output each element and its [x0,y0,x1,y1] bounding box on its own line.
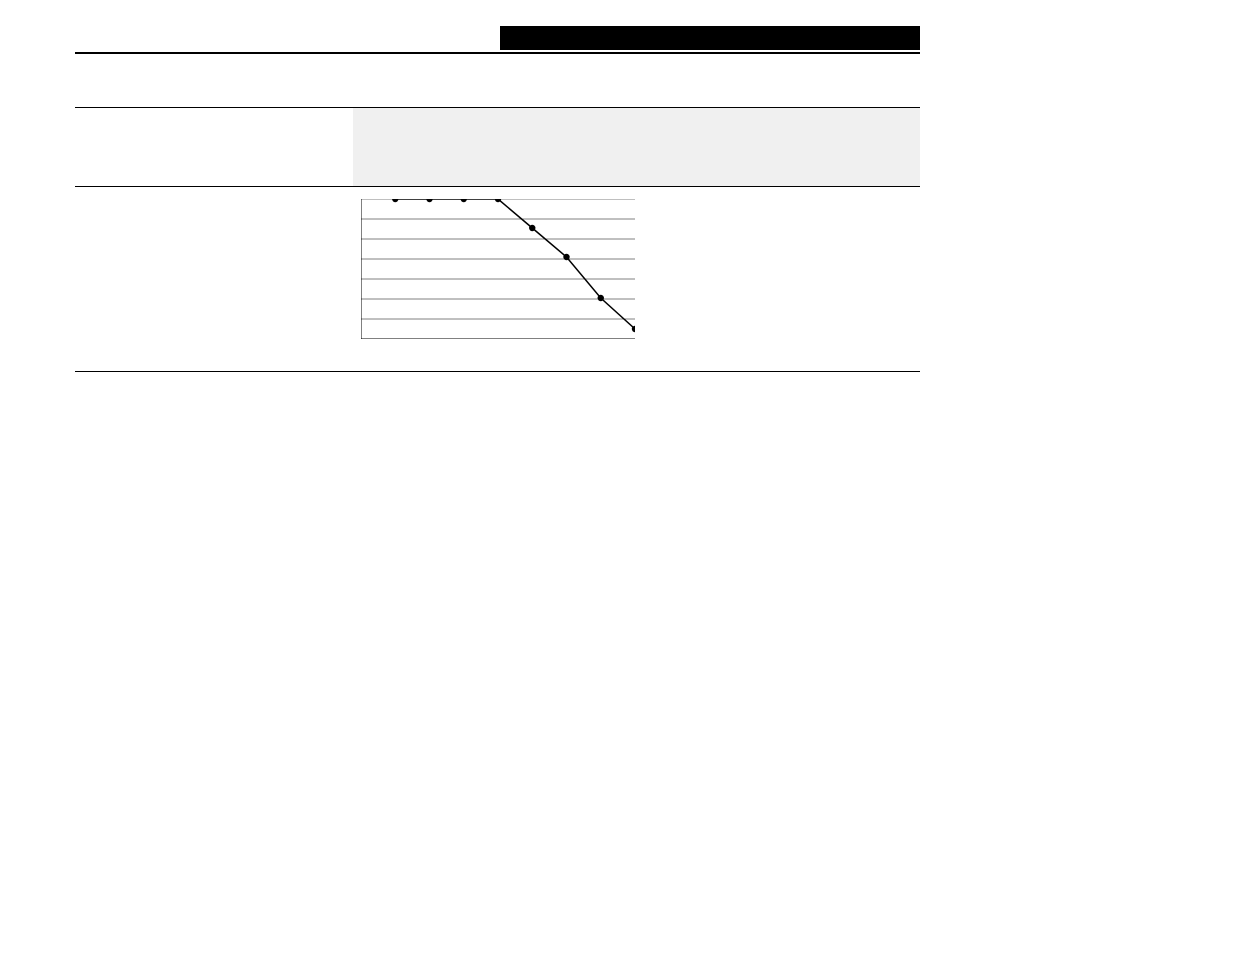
content-area [75,26,920,372]
header-band [75,26,920,54]
page [0,0,1235,954]
line-chart [361,199,635,339]
header-black-bar [500,26,920,50]
row-left-cell [75,108,353,186]
row-right-cell [353,108,920,186]
row-chart [75,187,920,372]
row-two-cell [75,107,920,187]
